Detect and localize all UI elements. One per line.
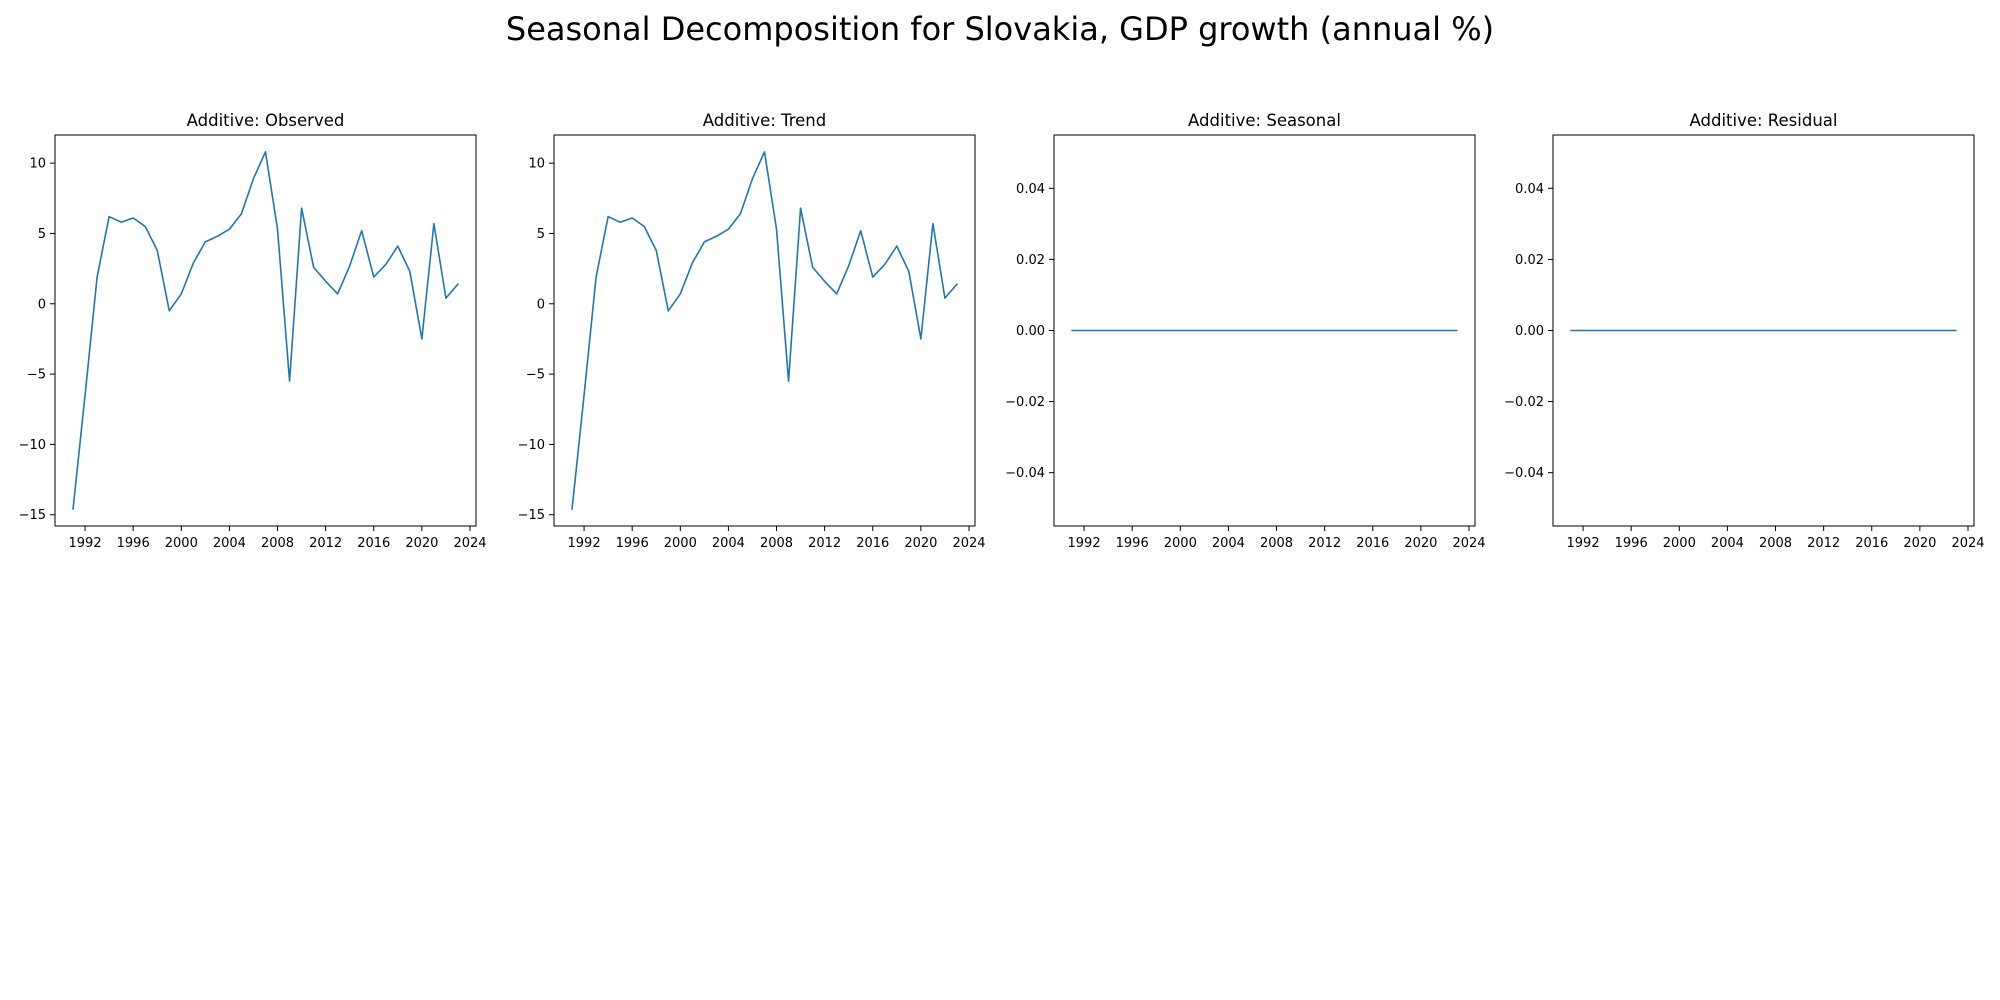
y-tick-label: 0.04 — [1515, 182, 1544, 197]
series-line — [571, 151, 958, 510]
x-tick-label: 2004 — [1711, 536, 1744, 551]
y-tick-label: −5 — [27, 368, 46, 383]
y-tick-label: 0.04 — [1016, 182, 1045, 197]
x-tick-label: 2024 — [453, 536, 486, 551]
x-tick-label: 2012 — [309, 536, 342, 551]
x-tick-label: 2016 — [856, 536, 889, 551]
panel-title: Additive: Observed — [187, 111, 345, 130]
y-tick-label: 5 — [38, 227, 46, 242]
panel-title: Additive: Seasonal — [1188, 111, 1341, 130]
x-tick-label: 2016 — [1356, 536, 1389, 551]
x-tick-label: 1992 — [1567, 536, 1600, 551]
y-tick-label: −0.04 — [1504, 466, 1544, 481]
x-tick-label: 2012 — [1807, 536, 1840, 551]
y-tick-label: −0.04 — [1005, 466, 1045, 481]
y-tick-label: 10 — [29, 157, 46, 172]
y-tick-label: −15 — [518, 508, 545, 523]
y-tick-label: 0.00 — [1515, 324, 1544, 339]
x-tick-label: 1996 — [1116, 536, 1149, 551]
y-tick-label: −15 — [19, 508, 46, 523]
x-tick-label: 2012 — [808, 536, 841, 551]
y-tick-label: −5 — [526, 368, 545, 383]
x-tick-label: 2000 — [664, 536, 697, 551]
x-tick-label: 2016 — [1855, 536, 1888, 551]
axes-frame — [553, 134, 976, 527]
x-tick-label: 2020 — [1903, 536, 1936, 551]
x-tick-label: 2004 — [213, 536, 246, 551]
x-tick-label: 2020 — [904, 536, 937, 551]
x-tick-label: 2020 — [1404, 536, 1437, 551]
panel-title: Additive: Trend — [703, 111, 826, 130]
x-tick-label: 2004 — [1212, 536, 1245, 551]
x-tick-label: 2008 — [1759, 536, 1792, 551]
x-tick-label: 2024 — [952, 536, 985, 551]
x-tick-label: 2000 — [1164, 536, 1197, 551]
x-tick-label: 2012 — [1308, 536, 1341, 551]
x-tick-label: 2000 — [1663, 536, 1696, 551]
x-tick-label: 1996 — [1615, 536, 1648, 551]
x-tick-label: 1992 — [1068, 536, 1101, 551]
y-tick-label: 0.02 — [1515, 253, 1544, 268]
y-tick-label: −10 — [19, 438, 46, 453]
x-tick-label: 1996 — [117, 536, 150, 551]
y-tick-label: −0.02 — [1005, 395, 1045, 410]
series-line — [72, 151, 459, 510]
chart-panel-2: Additive: Trend 1992 1996 2000 2004 2008 2012 2… — [518, 111, 986, 551]
chart-panel-4: Additive: Residual 1992 1996 2000 2004 2008 20… — [1504, 111, 1984, 551]
chart-panel-1: Additive: Observed 1992 1996 2000 2004 2008 20… — [19, 111, 487, 551]
y-tick-label: 0.02 — [1016, 253, 1045, 268]
y-tick-label: −0.02 — [1504, 395, 1544, 410]
x-tick-label: 2008 — [261, 536, 294, 551]
x-tick-label: 2024 — [1452, 536, 1485, 551]
y-tick-label: −10 — [518, 438, 545, 453]
x-tick-label: 1992 — [69, 536, 102, 551]
x-tick-label: 2020 — [405, 536, 438, 551]
panel-title: Additive: Residual — [1690, 111, 1838, 130]
y-tick-label: 0.00 — [1016, 324, 1045, 339]
figure-title: Seasonal Decomposition for Slovakia, GDP… — [505, 10, 1495, 48]
x-tick-label: 2024 — [1951, 536, 1984, 551]
y-tick-label: 0 — [537, 297, 545, 312]
x-tick-label: 2000 — [165, 536, 198, 551]
x-tick-label: 2008 — [760, 536, 793, 551]
y-tick-label: 0 — [38, 297, 46, 312]
x-tick-label: 2008 — [1260, 536, 1293, 551]
x-tick-label: 1996 — [616, 536, 649, 551]
y-tick-label: 10 — [528, 157, 545, 172]
y-tick-label: 5 — [537, 227, 545, 242]
x-tick-label: 1992 — [568, 536, 601, 551]
x-tick-label: 2004 — [712, 536, 745, 551]
axes-frame — [54, 134, 477, 527]
chart-panel-3: Additive: Seasonal 1992 1996 2000 2004 2008 20… — [1005, 111, 1485, 551]
x-tick-label: 2016 — [357, 536, 390, 551]
